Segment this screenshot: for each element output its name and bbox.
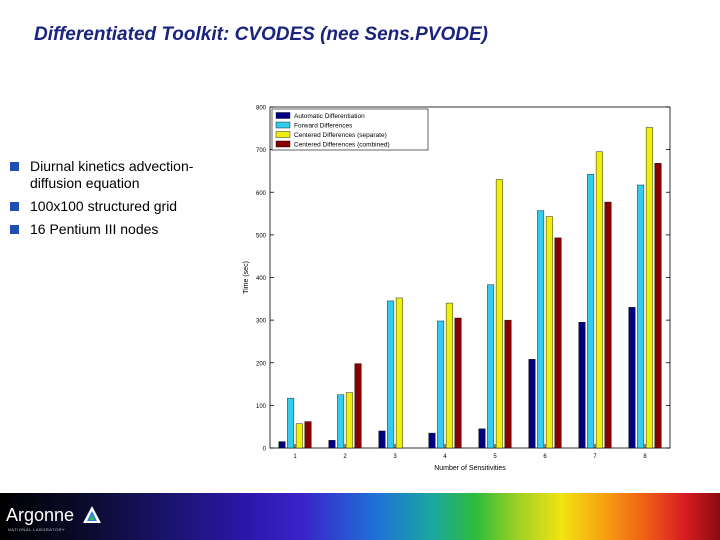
- y-tick-label: 100: [256, 404, 267, 410]
- bar-3-cat-6: [545, 216, 553, 449]
- bar-2-cat-1: [287, 397, 295, 449]
- bullet-marker-icon: [10, 202, 19, 211]
- plot-frame: [269, 106, 671, 449]
- x-tick-label: 4: [443, 454, 447, 460]
- bar-chart: 0 100 200 300 400 500 600 700 800 1 2 3 4 5 6 7 8 Number …: [243, 106, 671, 472]
- bar-3-cat-4: [445, 302, 453, 449]
- bar-3-cat-1: [295, 423, 303, 449]
- bar-3-cat-3: [395, 297, 403, 449]
- bar-4-cat-1: [304, 421, 312, 449]
- y-tick-label: 600: [256, 191, 267, 197]
- bar-1-cat-4: [428, 432, 436, 449]
- bar-2-cat-4: [437, 320, 445, 449]
- x-tick-label: 7: [593, 454, 597, 460]
- bullet-list: Diurnal kinetics advection-diffusion equ…: [10, 158, 230, 244]
- bar-2-cat-5: [487, 284, 495, 449]
- bullet-item: Diurnal kinetics advection-diffusion equ…: [10, 158, 230, 192]
- bar-4-cat-4: [454, 317, 462, 449]
- x-tick-label: 8: [643, 454, 647, 460]
- bullet-text: 16 Pentium III nodes: [30, 221, 159, 237]
- x-axis-label: Number of Sensitivities: [434, 465, 506, 472]
- bar-4-cat-5: [504, 319, 512, 449]
- x-tick-label: 5: [493, 454, 497, 460]
- y-tick-label: 200: [256, 361, 267, 367]
- chart-area: 0 100 200 300 400 500 600 700 800 1 2 3 4 5 6 7 8 Number …: [236, 98, 676, 478]
- y-tick-label: 400: [256, 276, 267, 282]
- bar-1-cat-5: [478, 428, 486, 449]
- argonne-logo: Argonne NATIONAL LABORATORY: [4, 501, 104, 537]
- logo-subtext: NATIONAL LABORATORY: [8, 527, 66, 532]
- legend-swatch-1: [275, 112, 291, 119]
- legend-swatch-3: [275, 131, 291, 138]
- legend-swatch-2: [275, 121, 291, 129]
- bullet-text: 100x100 structured grid: [30, 198, 178, 214]
- bar-1-cat-8: [628, 307, 636, 449]
- bar-3-cat-8: [645, 127, 653, 449]
- bar-3-cat-5: [495, 179, 503, 449]
- x-tick-label: 3: [393, 454, 397, 460]
- y-tick-label: 700: [256, 148, 267, 154]
- bar-4-cat-8: [654, 163, 662, 449]
- bar-4-cat-6: [554, 237, 562, 449]
- bullet-text: Diurnal kinetics advection-diffusion equ…: [30, 158, 194, 191]
- bar-3-cat-7: [595, 151, 603, 449]
- bullet-marker-icon: [10, 225, 19, 234]
- y-tick-label: 500: [256, 233, 267, 239]
- slide-title: Differentiated Toolkit: CVODES (nee Sens…: [34, 24, 488, 45]
- bar-2-cat-3: [387, 300, 395, 449]
- bar-2-cat-7: [587, 174, 595, 449]
- footer-banner: Argonne NATIONAL LABORATORY: [0, 493, 720, 540]
- x-tick-label: 6: [543, 454, 547, 460]
- bar-1-cat-3: [378, 430, 386, 449]
- legend-label-2: Forward Differences: [294, 123, 353, 130]
- legend-label-3: Centered Differences (separate): [294, 132, 387, 139]
- x-tick-label: 1: [293, 454, 297, 460]
- argonne-triangle-icon: [83, 506, 101, 523]
- bar-1-cat-2: [328, 440, 336, 449]
- x-tick-label: 2: [343, 454, 347, 460]
- y-axis-label: Time (sec): [243, 261, 250, 294]
- legend-label-4: Centered Differences (combined): [294, 142, 390, 149]
- bar-2-cat-2: [337, 394, 345, 449]
- bar-2-cat-8: [637, 184, 645, 449]
- bar-1-cat-1: [278, 441, 286, 449]
- bullet-marker-icon: [10, 162, 19, 171]
- bar-3-cat-2: [345, 392, 353, 449]
- y-tick-label: 800: [256, 106, 267, 112]
- y-tick-label: 300: [256, 319, 267, 325]
- legend-swatch-4: [275, 140, 291, 148]
- bar-1-cat-6: [528, 359, 536, 449]
- bar-4-cat-2: [354, 363, 362, 449]
- logo-text: Argonne: [6, 505, 75, 525]
- bar-4-cat-7: [604, 201, 612, 449]
- bar-2-cat-6: [537, 210, 545, 449]
- y-tick-label: 0: [263, 447, 267, 453]
- legend-label-1: Automatic Differentiation: [294, 113, 365, 120]
- legend-box: [271, 108, 429, 151]
- bar-1-cat-7: [578, 322, 586, 449]
- bullet-item: 100x100 structured grid: [10, 198, 230, 215]
- bullet-item: 16 Pentium III nodes: [10, 221, 230, 238]
